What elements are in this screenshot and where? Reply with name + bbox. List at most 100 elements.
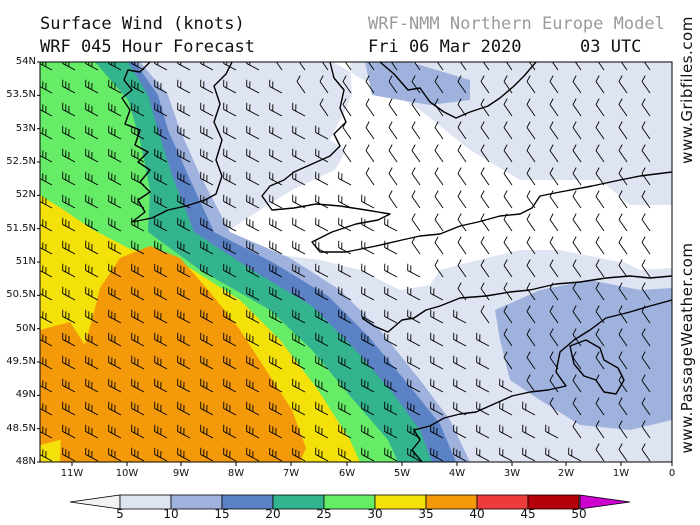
wind-band-15kt-se [495, 280, 672, 430]
wind-barb [108, 332, 122, 347]
wind-barb [549, 328, 559, 347]
wind-barb [154, 401, 168, 416]
wind-barb [457, 282, 467, 301]
wind-barb [457, 213, 467, 232]
wind-barb [384, 217, 398, 232]
wind-barb [108, 102, 122, 117]
wind-barb [223, 171, 237, 186]
wind-barb [384, 240, 398, 255]
wind-barb [200, 401, 214, 416]
wind-barb [131, 286, 145, 301]
wind-barb [572, 282, 582, 301]
wind-barb [457, 75, 467, 94]
wind-barb [223, 309, 237, 324]
wind-barb [223, 240, 237, 255]
wind-barb [549, 213, 559, 232]
colorbar-label: 25 [316, 507, 332, 521]
wind-barb [641, 282, 651, 301]
wind-barb [292, 194, 306, 209]
wind-barb [457, 121, 467, 140]
wind-barb [292, 332, 306, 347]
wind-barb [85, 79, 99, 94]
wind-barb [154, 148, 168, 163]
wind-barb [154, 263, 168, 278]
wind-barb [453, 401, 467, 416]
wind-barb [342, 62, 352, 71]
colorbar-label: 15 [214, 507, 230, 521]
wind-barb [365, 98, 375, 117]
wind-barb [62, 194, 76, 209]
wind-barb [641, 420, 651, 439]
wind-barb [154, 217, 168, 232]
wind-barb [457, 144, 467, 163]
wind-barb [526, 236, 536, 255]
wind-barb [526, 259, 536, 278]
wind-barb [595, 351, 605, 370]
wind-barb [618, 98, 628, 117]
wind-barb [246, 332, 260, 347]
wind-barb [315, 401, 329, 416]
wind-barb [595, 213, 605, 232]
wind-barb [572, 75, 582, 94]
wind-barb [407, 332, 421, 347]
wind-barb [177, 217, 191, 232]
wind-barb [108, 194, 122, 209]
wind-barb [292, 355, 306, 370]
wind-barb [361, 309, 375, 324]
wind-barb [200, 286, 214, 301]
wind-barb [269, 240, 283, 255]
coast-france [411, 299, 672, 462]
wind-barb [131, 79, 145, 94]
wind-barb [223, 378, 237, 393]
wind-barb [503, 328, 513, 347]
wind-barb [572, 236, 582, 255]
lat-label: 51N [15, 256, 36, 267]
wind-barb [108, 148, 122, 163]
wind-barb [315, 424, 329, 439]
wind-barb [62, 424, 76, 439]
wind-barb [361, 401, 375, 416]
wind-barb [108, 171, 122, 186]
wind-barb [338, 424, 352, 439]
wind-barb [108, 401, 122, 416]
wind-barb [40, 148, 53, 163]
wind-barb [384, 332, 398, 347]
wind-barb [361, 447, 375, 462]
wind-barb [40, 102, 53, 117]
wind-barb [85, 286, 99, 301]
wind-barb [526, 144, 536, 163]
wind-barb [246, 171, 260, 186]
forecast-hour: WRF 045 Hour Forecast [40, 37, 255, 57]
wind-barb [641, 144, 651, 163]
wind-barb [269, 401, 283, 416]
wind-barb [177, 424, 191, 439]
wind-barb [154, 125, 168, 140]
wind-barb [430, 378, 444, 393]
wind-barb [177, 332, 191, 347]
lon-label: 10W [115, 468, 139, 479]
wind-barb [62, 332, 76, 347]
coast-britain [261, 62, 672, 253]
wind-barb [407, 424, 421, 439]
wind-barb [62, 171, 76, 186]
wind-barb [480, 305, 490, 324]
wind-barb [223, 148, 237, 163]
wind-barb [292, 102, 306, 117]
wind-barb [85, 171, 99, 186]
wind-barb [177, 401, 191, 416]
wind-barb [246, 102, 260, 117]
wind-barb [200, 102, 214, 117]
wind-barb [315, 286, 329, 301]
wind-barb [315, 263, 329, 278]
wind-barb [85, 309, 99, 324]
wind-barb [177, 286, 191, 301]
lon-label: 0 [668, 468, 676, 479]
wind-barb [480, 282, 490, 301]
lon-label: 1W [612, 468, 630, 479]
lon-label: 8W [227, 468, 245, 479]
wind-barb [641, 75, 651, 94]
wind-barb [292, 125, 306, 140]
wind-barb [361, 263, 375, 278]
wind-barb [595, 236, 605, 255]
wind-barb [641, 121, 651, 140]
